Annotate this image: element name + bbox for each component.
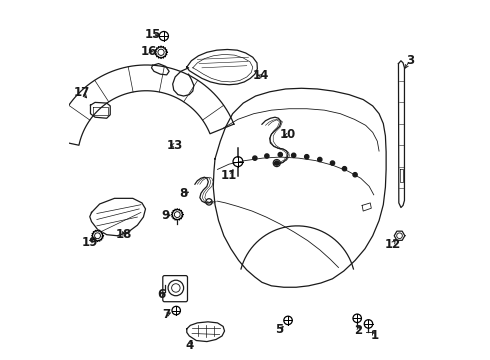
Text: 4: 4	[185, 339, 194, 352]
Text: 2: 2	[355, 324, 363, 337]
Text: 3: 3	[406, 54, 414, 67]
Circle shape	[292, 153, 296, 157]
Circle shape	[330, 161, 335, 165]
Text: 17: 17	[74, 86, 90, 99]
Text: 7: 7	[163, 308, 171, 321]
Polygon shape	[187, 49, 257, 85]
Circle shape	[305, 154, 309, 159]
Circle shape	[265, 154, 269, 158]
Circle shape	[353, 172, 357, 177]
Polygon shape	[54, 65, 234, 145]
Text: 13: 13	[167, 139, 183, 152]
Text: 5: 5	[275, 323, 284, 337]
Text: 1: 1	[371, 329, 379, 342]
Circle shape	[253, 156, 257, 160]
Polygon shape	[92, 230, 103, 242]
Text: 12: 12	[384, 238, 401, 251]
Text: 10: 10	[280, 129, 296, 141]
Polygon shape	[172, 68, 194, 96]
Text: 6: 6	[157, 288, 165, 301]
Text: 18: 18	[116, 228, 132, 241]
Text: 9: 9	[162, 210, 170, 222]
Text: 16: 16	[141, 45, 157, 58]
Text: 14: 14	[253, 69, 269, 82]
Text: 8: 8	[179, 187, 187, 200]
Polygon shape	[187, 322, 224, 342]
Polygon shape	[394, 231, 405, 240]
Polygon shape	[398, 61, 404, 207]
Circle shape	[278, 153, 282, 157]
Circle shape	[274, 161, 279, 165]
Polygon shape	[155, 46, 167, 58]
Polygon shape	[151, 64, 169, 75]
Polygon shape	[90, 198, 146, 236]
Circle shape	[318, 157, 322, 162]
Circle shape	[343, 167, 346, 171]
Polygon shape	[91, 102, 110, 118]
Text: 15: 15	[145, 28, 161, 41]
Text: 11: 11	[221, 169, 237, 182]
FancyBboxPatch shape	[163, 276, 188, 302]
Text: 19: 19	[81, 236, 98, 249]
Polygon shape	[172, 209, 183, 220]
